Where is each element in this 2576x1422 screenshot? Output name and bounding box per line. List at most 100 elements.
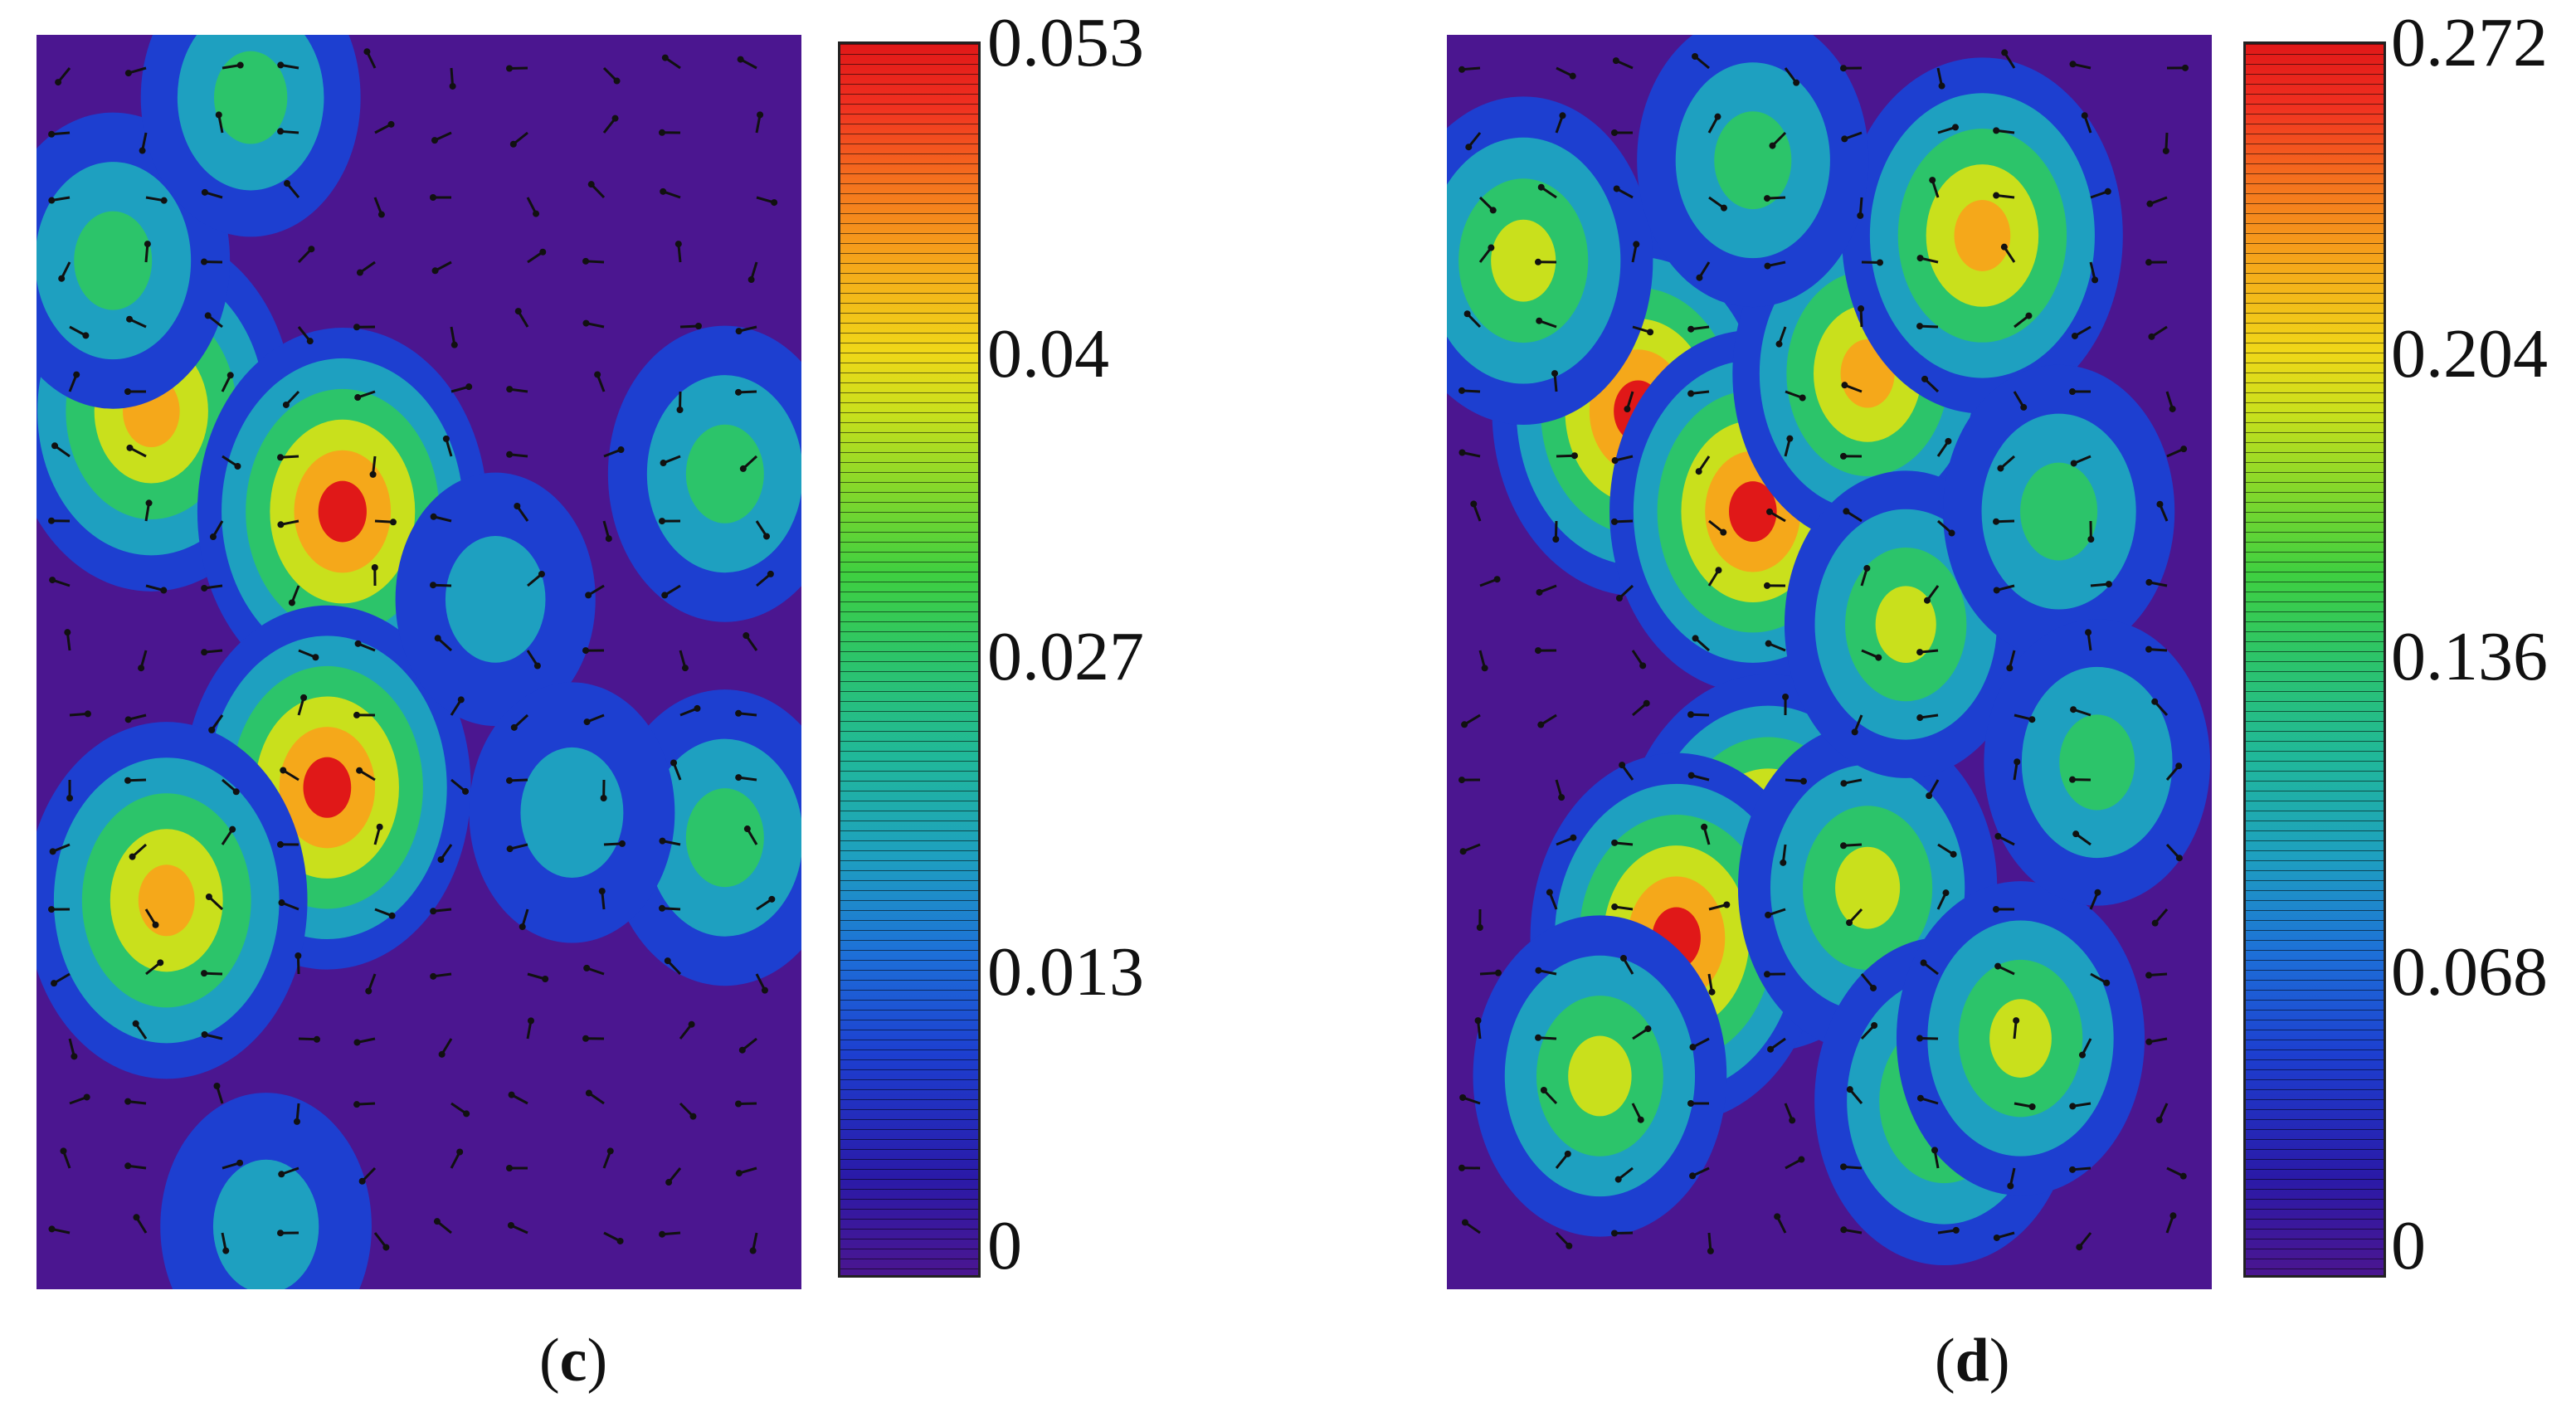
vector-arrowhead: [1948, 529, 1955, 537]
vector-arrowhead: [450, 341, 458, 348]
vector-arrowhead: [1920, 959, 1927, 967]
vector-arrowhead: [465, 383, 473, 391]
vector-arrowhead: [1570, 834, 1577, 841]
vector-arrowhead: [138, 665, 145, 672]
vector-arrowhead: [236, 1159, 244, 1166]
vector-arrowhead: [2091, 276, 2099, 284]
vector-arrowhead: [201, 970, 208, 977]
vector-arrowhead: [2076, 1244, 2083, 1251]
vector-arrowhead: [1536, 317, 1543, 324]
vector-arrowhead: [2179, 1172, 2187, 1180]
vector-arrowhead: [160, 587, 168, 594]
vector-arrowhead: [1613, 185, 1620, 192]
vector-arrowhead: [2020, 403, 2028, 411]
vector-arrowhead: [1461, 721, 1468, 728]
vector-arrowhead: [582, 257, 590, 265]
vector-arrowhead: [735, 328, 743, 335]
vector-arrowhead: [606, 1147, 614, 1155]
vector-arrowhead: [1458, 777, 1466, 784]
vector-arrowhead: [1611, 129, 1618, 136]
vector-arrowhead: [1993, 905, 1999, 913]
vector-arrowhead: [1476, 923, 1483, 931]
contour-plot-d: [1447, 35, 2212, 1289]
vector-arrowhead: [306, 338, 314, 345]
hotspot-1-1-level-6: [1729, 481, 1777, 543]
vector-arrowhead: [1765, 911, 1772, 918]
vector-arrowhead: [280, 767, 287, 774]
vector-arrowhead: [1846, 919, 1853, 927]
vector-arrowhead: [582, 1035, 590, 1042]
vector-arrowhead: [735, 774, 743, 782]
vector-arrowhead: [208, 726, 216, 733]
colorbar-c: [838, 41, 981, 1278]
vector-arrowhead: [1952, 1226, 1960, 1234]
vector-arrowhead: [2162, 147, 2169, 154]
vector-arrowhead: [2145, 972, 2153, 979]
vector-arrowhead: [369, 470, 377, 478]
vector-arrowhead: [594, 371, 601, 378]
vector-arrowhead: [1692, 635, 1699, 642]
vector-arrowhead: [583, 964, 591, 972]
vector-arrowhead: [1611, 839, 1619, 846]
vector-arrowhead: [1535, 1034, 1542, 1041]
vector-arrowhead: [277, 1230, 285, 1237]
vector-arrowhead: [661, 592, 669, 599]
vector-arrowhead: [533, 210, 540, 217]
hotspot-0-6-level-3: [685, 424, 764, 524]
hotspot-1-14-level-3: [1714, 111, 1792, 210]
vector-arrowhead: [508, 1091, 515, 1098]
vector-arrowhead: [431, 267, 439, 275]
hotspot-0-8-level-2: [445, 536, 546, 663]
vector-arrowhead: [282, 401, 290, 408]
vector-arrowhead: [229, 825, 236, 833]
hotspot-1-10-level-4: [1491, 219, 1556, 302]
vector-arrowhead: [1871, 1022, 1878, 1030]
vector-arrowhead: [506, 386, 514, 393]
vector-arrowhead: [739, 465, 747, 472]
vector-arrowhead: [157, 959, 164, 967]
vector-arrowhead: [356, 767, 363, 774]
vector-arrowhead: [2028, 1103, 2036, 1111]
vector-arrowhead: [48, 1225, 56, 1233]
vector-arrowhead: [747, 276, 755, 284]
vector-arrowhead: [1945, 437, 1952, 445]
hotspot-1-3-level-5: [1954, 200, 2011, 271]
vector-arrowhead: [124, 70, 132, 77]
vector-arrowhead: [2072, 830, 2080, 838]
vector-arrowhead: [1775, 340, 1783, 348]
vector-arrowhead: [377, 211, 385, 218]
colorbar-c-tick-4: 0.013: [987, 933, 1144, 1010]
vector-arrowhead: [539, 248, 547, 256]
vector-arrowhead: [430, 194, 436, 202]
vector-arrowhead: [1950, 850, 1957, 858]
vector-arrowhead: [457, 696, 465, 704]
vector-arrowhead: [1470, 500, 1478, 508]
colorbar-d-tick-max: 0.272: [2391, 4, 2548, 81]
vector-arrowhead: [201, 649, 208, 656]
vector-arrowhead: [2069, 776, 2077, 783]
colorbar-d-tick-min: 0: [2391, 1207, 2426, 1284]
vector-arrowhead: [1994, 962, 2002, 970]
vector-arrowhead: [585, 1089, 592, 1097]
hotspot-1-13-level-3: [2059, 714, 2135, 811]
colorbar-d-tick-3: 0.136: [2391, 618, 2548, 695]
vector-arrowhead: [688, 1020, 695, 1028]
vector-arrowhead: [2094, 889, 2101, 896]
vector-arrowhead: [277, 840, 285, 848]
vector-arrowhead: [353, 711, 361, 718]
vector-arrowhead: [1764, 582, 1770, 589]
vector-arrowhead: [1619, 762, 1626, 769]
vector-arrowhead: [124, 387, 131, 395]
vector-arrowhead: [506, 450, 514, 458]
vector-arrowhead: [152, 921, 159, 928]
vector-arrowhead: [2105, 581, 2112, 588]
vector-arrowhead: [2169, 1212, 2177, 1220]
vector-arrowhead: [617, 446, 625, 454]
vector-arrowhead: [1687, 1100, 1694, 1108]
vector-arrowhead: [126, 444, 134, 451]
vector-arrowhead: [1840, 452, 1848, 460]
hotspot-1-11-level-4: [1875, 586, 1936, 663]
vector-arrowhead: [430, 908, 437, 915]
vector-arrowhead: [1765, 640, 1772, 647]
contour-plot-c: [37, 35, 801, 1289]
